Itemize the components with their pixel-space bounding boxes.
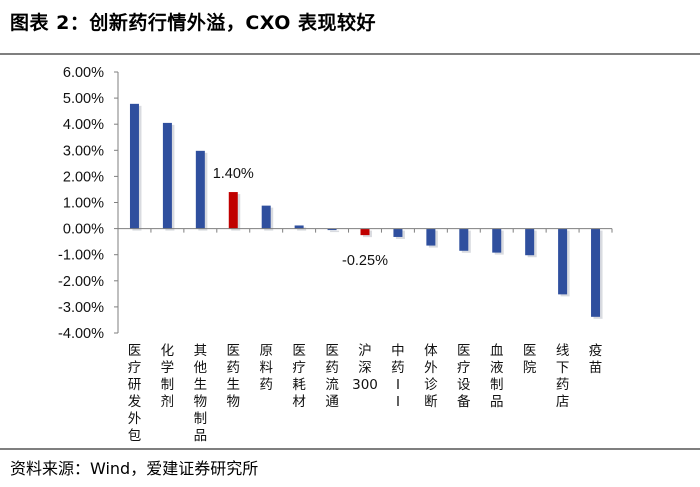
source-note: 资料来源：Wind，爱建证券研究所 [10, 459, 259, 478]
bar-4 [261, 205, 271, 229]
category-label: 医疗设备 [457, 343, 471, 410]
y-tick-label: -1.00% [58, 248, 104, 264]
category-label: 医疗耗材 [292, 343, 306, 410]
y-tick-label: -4.00% [58, 326, 104, 342]
bar-3 [228, 192, 238, 229]
category-label: 沪深 300 [352, 343, 378, 393]
y-tick-label: 5.00% [63, 91, 104, 107]
bar-13 [558, 228, 568, 295]
y-tick-label: 0.00% [63, 222, 104, 238]
figure-title: 图表 2：创新药行情外溢，CXO 表现较好 [10, 12, 377, 34]
bar-8 [393, 228, 403, 237]
y-tick-label: -3.00% [58, 300, 104, 316]
data-label: 1.40% [213, 166, 254, 182]
y-tick-label: 6.00% [63, 65, 104, 81]
y-tick-label: -2.00% [58, 274, 104, 290]
category-label: 血液制品 [490, 343, 504, 410]
category-label: 医药流通 [325, 343, 339, 410]
category-label: 医药生物 [227, 343, 241, 410]
category-label: 中药 I I [391, 343, 405, 410]
category-label: 医院 [523, 343, 537, 376]
bar-0 [129, 103, 139, 229]
category-label: 疫苗 [589, 343, 603, 376]
bar-14 [591, 228, 601, 317]
y-tick-label: 2.00% [63, 169, 104, 185]
y-tick-label: 4.00% [63, 117, 104, 133]
y-tick-label: 1.00% [63, 196, 104, 212]
category-label: 其他生物制品 [194, 343, 208, 444]
bar-5 [294, 225, 304, 229]
data-label: -0.25% [342, 253, 388, 269]
top-rule [0, 53, 700, 55]
y-tick-label: 3.00% [63, 143, 104, 159]
bar-shadow [330, 230, 340, 233]
bar-6 [327, 228, 337, 231]
bar-11 [492, 228, 502, 253]
bar-12 [525, 228, 535, 256]
bottom-rule [0, 448, 700, 450]
bar-7 [360, 228, 370, 236]
bar-10 [459, 228, 469, 251]
bar-1 [162, 122, 172, 229]
category-label: 线下药店 [556, 343, 570, 410]
bar-9 [426, 228, 436, 246]
category-label: 体外诊断 [424, 343, 438, 410]
category-label: 化学制剂 [161, 343, 175, 410]
category-label: 医疗研发外包 [128, 343, 142, 444]
bar-2 [195, 150, 205, 229]
category-label: 原料药 [259, 343, 273, 393]
